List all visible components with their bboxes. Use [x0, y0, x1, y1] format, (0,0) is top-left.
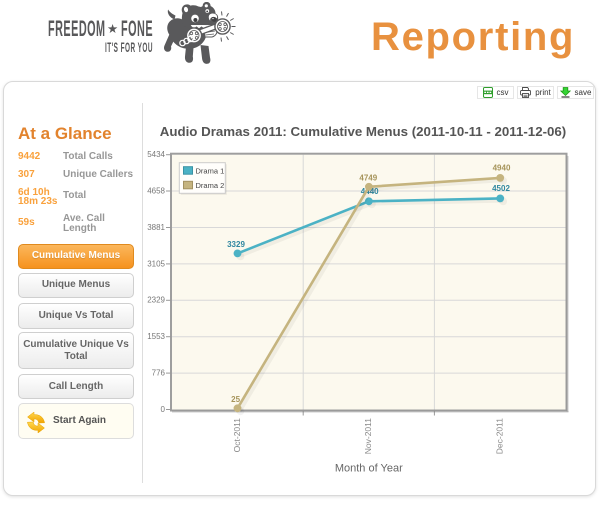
- svg-text:3881: 3881: [147, 223, 165, 232]
- svg-text:25: 25: [231, 395, 240, 404]
- svg-text:2329: 2329: [147, 296, 165, 305]
- svg-text:Drama 2: Drama 2: [196, 181, 225, 190]
- svg-text:3329: 3329: [227, 240, 245, 249]
- svg-text:Dec-2011: Dec-2011: [494, 418, 504, 454]
- svg-text:4440: 4440: [361, 187, 379, 196]
- svg-text:Oct-2011: Oct-2011: [232, 418, 242, 453]
- svg-text:4749: 4749: [359, 174, 377, 183]
- svg-text:4658: 4658: [147, 186, 165, 195]
- svg-text:776: 776: [152, 369, 166, 378]
- svg-text:Month of Year: Month of Year: [335, 463, 403, 475]
- svg-text:1553: 1553: [147, 332, 165, 341]
- svg-text:4940: 4940: [493, 164, 511, 173]
- svg-text:4502: 4502: [492, 184, 510, 193]
- svg-text:0: 0: [161, 405, 166, 414]
- svg-text:3105: 3105: [147, 259, 165, 268]
- svg-text:5434: 5434: [147, 150, 165, 159]
- svg-text:Drama 1: Drama 1: [196, 167, 225, 176]
- svg-text:Nov-2011: Nov-2011: [363, 418, 373, 454]
